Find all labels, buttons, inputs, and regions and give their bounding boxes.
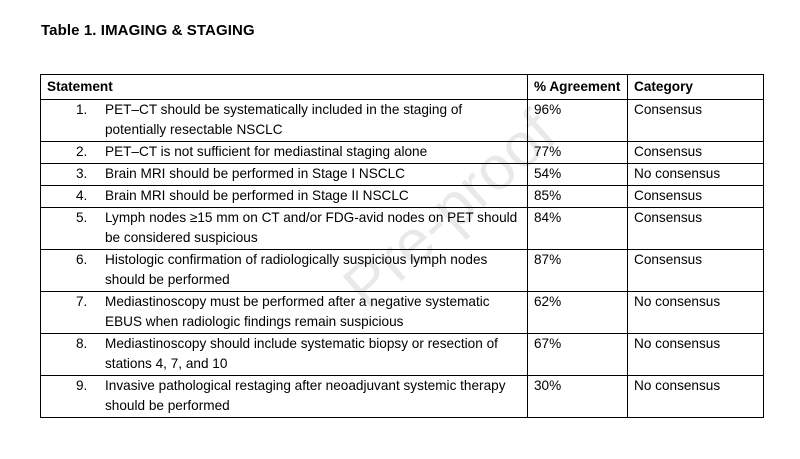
table-row: 1. PET–CT should be systematically includ… <box>40 99 764 142</box>
table-row: 5. Lymph nodes ≥15 mm on CT and/or FDG-av… <box>40 207 764 250</box>
table-row: 7. Mediastinoscopy must be performed afte… <box>40 291 764 334</box>
row-number: 7. <box>76 294 88 309</box>
row-number: 3. <box>76 166 88 181</box>
statement-text: PET–CT is not sufficient for mediastinal… <box>105 144 428 159</box>
statement-text: Mediastinoscopy must be performed after … <box>105 294 490 329</box>
statement-cell: 3. Brain MRI should be performed in Stage… <box>40 163 528 186</box>
row-number: 1. <box>76 102 88 117</box>
row-number: 5. <box>76 210 88 225</box>
category-cell: Consensus <box>627 249 764 292</box>
table-row: 4. Brain MRI should be performed in Stage… <box>40 185 764 208</box>
table-row: 6. Histologic confirmation of radiologica… <box>40 249 764 292</box>
statement-cell: 4. Brain MRI should be performed in Stage… <box>40 185 528 208</box>
agreement-cell: 30% <box>527 375 628 418</box>
agreement-cell: 62% <box>527 291 628 334</box>
agreement-cell: 54% <box>527 163 628 186</box>
table-row: 2. PET–CT is not sufficient for mediastin… <box>40 141 764 164</box>
category-cell: Consensus <box>627 141 764 164</box>
row-number: 4. <box>76 188 88 203</box>
statement-text: Mediastinoscopy should include systemati… <box>105 336 498 371</box>
agreement-cell: 77% <box>527 141 628 164</box>
row-number: 8. <box>76 336 88 351</box>
header-category: Category <box>627 74 764 100</box>
row-number: 6. <box>76 252 88 267</box>
row-number: 9. <box>76 378 88 393</box>
category-cell: No consensus <box>627 163 764 186</box>
row-number: 2. <box>76 144 88 159</box>
statement-cell: 2. PET–CT is not sufficient for mediastin… <box>40 141 528 164</box>
consensus-table: Statement % Agreement Category 1. PET–CT … <box>40 74 764 418</box>
statement-cell: 1. PET–CT should be systematically includ… <box>40 99 528 142</box>
statement-cell: 7. Mediastinoscopy must be performed afte… <box>40 291 528 334</box>
agreement-cell: 85% <box>527 185 628 208</box>
statement-text: Brain MRI should be performed in Stage I… <box>105 188 409 203</box>
statement-text: PET–CT should be systematically included… <box>105 102 463 137</box>
agreement-cell: 87% <box>527 249 628 292</box>
table-row: 9. Invasive pathological restaging after … <box>40 375 764 418</box>
category-cell: No consensus <box>627 291 764 334</box>
agreement-cell: 84% <box>527 207 628 250</box>
statement-text: Brain MRI should be performed in Stage I… <box>105 166 405 181</box>
agreement-cell: 67% <box>527 333 628 376</box>
statement-cell: 5. Lymph nodes ≥15 mm on CT and/or FDG-av… <box>40 207 528 250</box>
category-cell: Consensus <box>627 185 764 208</box>
statement-text: Lymph nodes ≥15 mm on CT and/or FDG-avid… <box>105 210 518 245</box>
category-cell: No consensus <box>627 375 764 418</box>
statement-cell: 8. Mediastinoscopy should include systema… <box>40 333 528 376</box>
category-cell: Consensus <box>627 99 764 142</box>
statement-text: Histologic confirmation of radiologicall… <box>105 252 488 287</box>
statement-text: Invasive pathological restaging after ne… <box>105 378 506 413</box>
table-row: 3. Brain MRI should be performed in Stage… <box>40 163 764 186</box>
header-agreement: % Agreement <box>527 74 628 100</box>
table-title: Table 1. IMAGING & STAGING <box>41 22 255 39</box>
category-cell: Consensus <box>627 207 764 250</box>
header-statement: Statement <box>40 74 528 100</box>
table-header-row: Statement % Agreement Category <box>40 74 764 100</box>
category-cell: No consensus <box>627 333 764 376</box>
table-row: 8. Mediastinoscopy should include systema… <box>40 333 764 376</box>
statement-cell: 9. Invasive pathological restaging after … <box>40 375 528 418</box>
agreement-cell: 96% <box>527 99 628 142</box>
statement-cell: 6. Histologic confirmation of radiologica… <box>40 249 528 292</box>
